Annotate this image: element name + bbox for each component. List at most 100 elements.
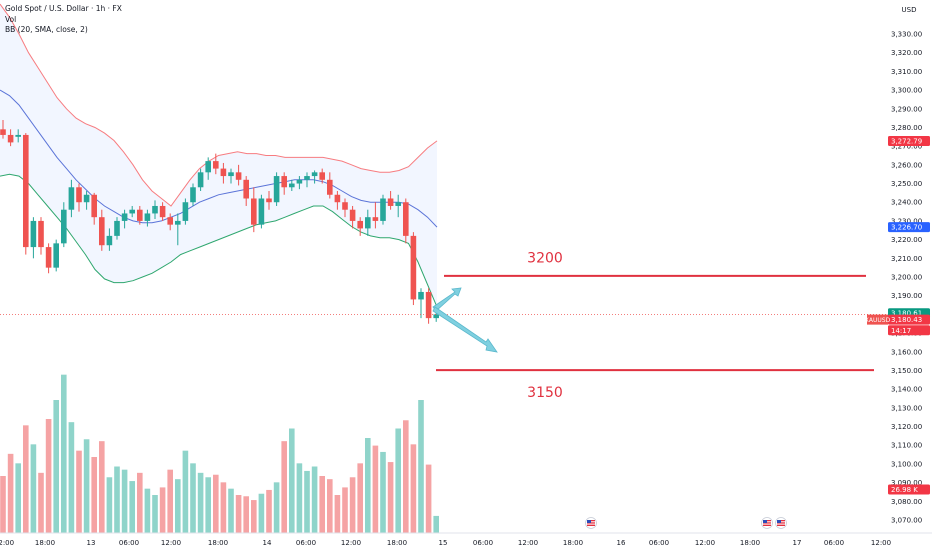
candle [152,200,158,220]
time-tick-label: 12:00 [341,539,361,547]
price-badge: 3,226.70 [888,222,930,233]
candle-body [220,168,227,177]
volume-bar [289,428,295,533]
candle-body [7,134,14,143]
bollinger-basis-line [0,89,438,228]
time-tick-label: 18:00 [208,539,228,547]
volume-bar [425,464,432,533]
volume-bar [349,477,356,533]
volume-bar [91,457,97,533]
projection-arrows [432,287,498,353]
price-badge: 3,180.43 [888,314,930,325]
candle-body [99,217,105,246]
time-tick-label: 06:00 [649,539,669,547]
candle [76,183,82,212]
candle-body [121,213,128,221]
time-tick-label: 12:00 [0,539,14,547]
price-tick-label: 3,310.00 [891,68,922,76]
volume-bar [144,488,151,533]
candle [319,168,325,184]
volume-bar [137,472,143,533]
candle-body [349,209,356,221]
candle-body [205,161,211,173]
candle-body [53,243,59,268]
candle-body [433,314,439,319]
price-badge-text: 3,226.70 [891,224,922,232]
candle [0,119,6,139]
price-tick-label: 3,090.00 [891,479,922,487]
volume-bar [213,474,219,533]
volume-bar [61,374,67,533]
time-tick-label: 06:00 [296,539,316,547]
candle-body [114,220,120,236]
candle-body [61,209,67,244]
price-badge-background [888,314,930,325]
price-axis: USD 3,330.00 3,320.00 3,310.00 3,300.00 3,290… [888,0,932,533]
candle-body [372,217,379,221]
candle-body [387,198,394,206]
candle-body [319,172,325,180]
volume-bar [38,472,44,533]
chart-legend: Gold Spot / U.S. Dollar · 1h · FX Vol BB… [5,4,122,36]
candle-body [106,235,113,246]
price-badge-background [888,325,930,336]
symbol-title[interactable]: Gold Spot / U.S. Dollar · 1h · FX [5,4,122,13]
candle [167,213,173,231]
candle [114,217,120,240]
flag-white-stripe [587,523,595,525]
candle-body [266,198,272,203]
price-tick-label: 3,070.00 [891,517,922,525]
flag-white-stripe [777,523,785,525]
candle-body [235,172,242,180]
flag-white-stripe [763,523,771,525]
candle [197,168,204,192]
candle [159,202,166,221]
volume-bar [121,469,128,533]
candle-body [91,194,97,218]
time-tick-label: 12:00 [695,539,715,547]
time-tick-label: 12:00 [518,539,538,547]
candle-body [175,220,181,225]
price-tick-label: 3,100.00 [891,460,922,468]
volume-bar [319,476,325,533]
candle [121,209,128,229]
volume-bar [159,487,166,533]
volume-bar [433,515,439,533]
economic-event-flag-icon [585,517,597,529]
volume-indicator-label[interactable]: Vol [5,14,17,24]
price-badge-text: 14:17 [891,327,911,335]
candle-body [311,172,318,177]
candle [357,217,363,236]
candle [220,162,227,184]
volume-bar [190,463,196,533]
volume-bar [410,444,417,533]
candle-body [289,183,295,188]
candle [387,191,394,210]
price-badge-background [888,484,930,495]
candle-body [129,209,135,214]
volume-bar [152,495,158,533]
volume-bar [106,477,113,533]
candle [30,217,37,259]
candle-body [159,205,166,218]
candle-body [304,176,310,180]
candle [53,239,59,272]
candle-body [38,220,44,248]
candle [7,129,14,147]
candle-body [167,217,173,225]
volume-bar [45,419,52,533]
candle [129,205,135,218]
volume-bar [311,466,318,533]
candle [228,168,234,184]
candle [213,153,219,175]
candle-body [251,198,257,225]
candle-body [273,176,280,203]
price-tick-label: 3,270.00 [891,143,922,151]
candle-body [0,129,6,135]
bollinger-bands-label[interactable]: BB (20, SMA, close, 2) [5,25,88,34]
candle [281,172,287,195]
symbol-tag-text: XAUUSD [865,317,891,324]
candle-body [68,187,75,210]
